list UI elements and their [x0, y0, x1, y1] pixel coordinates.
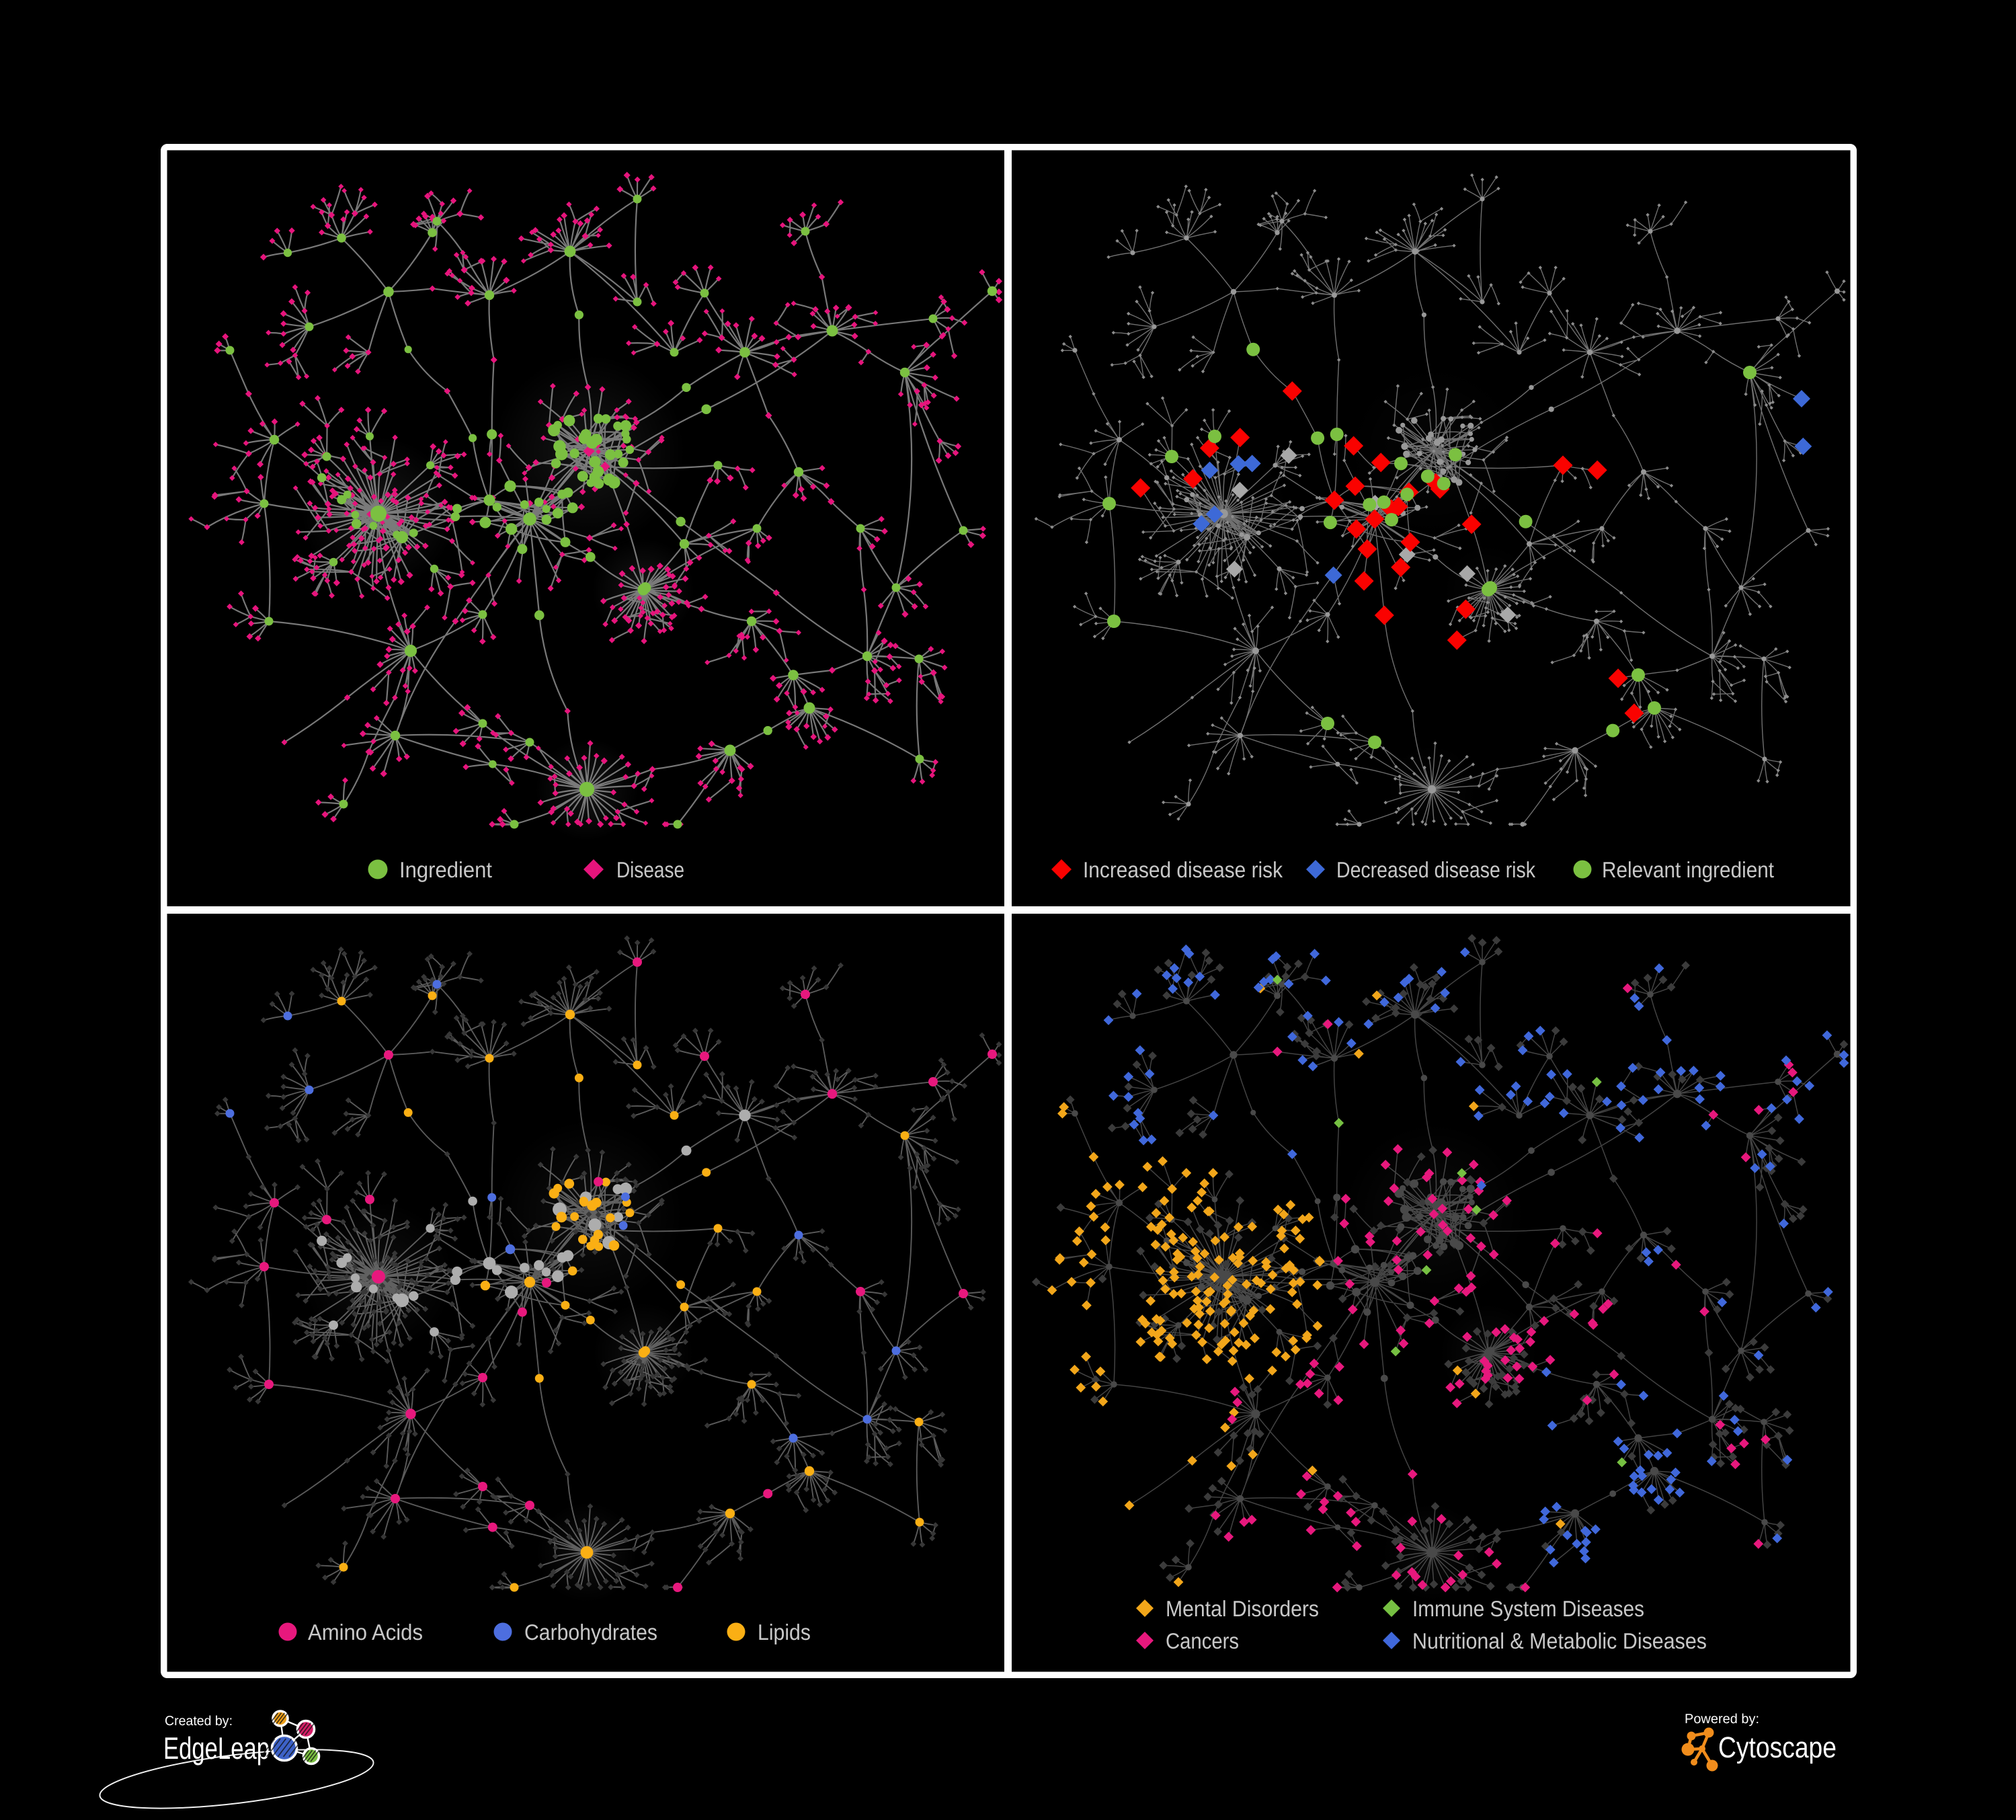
svg-text:Nutritional & Metabolic Diseas: Nutritional & Metabolic Diseases [1412, 1628, 1707, 1653]
svg-text:Cytoscape: Cytoscape [1718, 1731, 1837, 1764]
svg-text:Disease: Disease [616, 857, 684, 882]
svg-text:Decreased disease risk: Decreased disease risk [1336, 857, 1535, 882]
svg-text:EdgeLeap: EdgeLeap [163, 1731, 270, 1766]
svg-text:Cancers: Cancers [1166, 1628, 1239, 1653]
svg-text:Ingredient: Ingredient [399, 857, 492, 882]
svg-text:Immune System Diseases: Immune System Diseases [1412, 1596, 1644, 1621]
svg-text:Created by:: Created by: [165, 1714, 233, 1729]
svg-text:Relevant ingredient: Relevant ingredient [1602, 857, 1774, 882]
svg-text:Lipids: Lipids [758, 1620, 811, 1645]
svg-text:Amino Acids: Amino Acids [308, 1620, 423, 1645]
svg-text:Increased disease risk: Increased disease risk [1083, 857, 1283, 882]
svg-text:Mental Disorders: Mental Disorders [1166, 1596, 1319, 1621]
svg-text:Powered by:: Powered by: [1685, 1712, 1759, 1727]
svg-text:Carbohydrates: Carbohydrates [524, 1620, 657, 1645]
